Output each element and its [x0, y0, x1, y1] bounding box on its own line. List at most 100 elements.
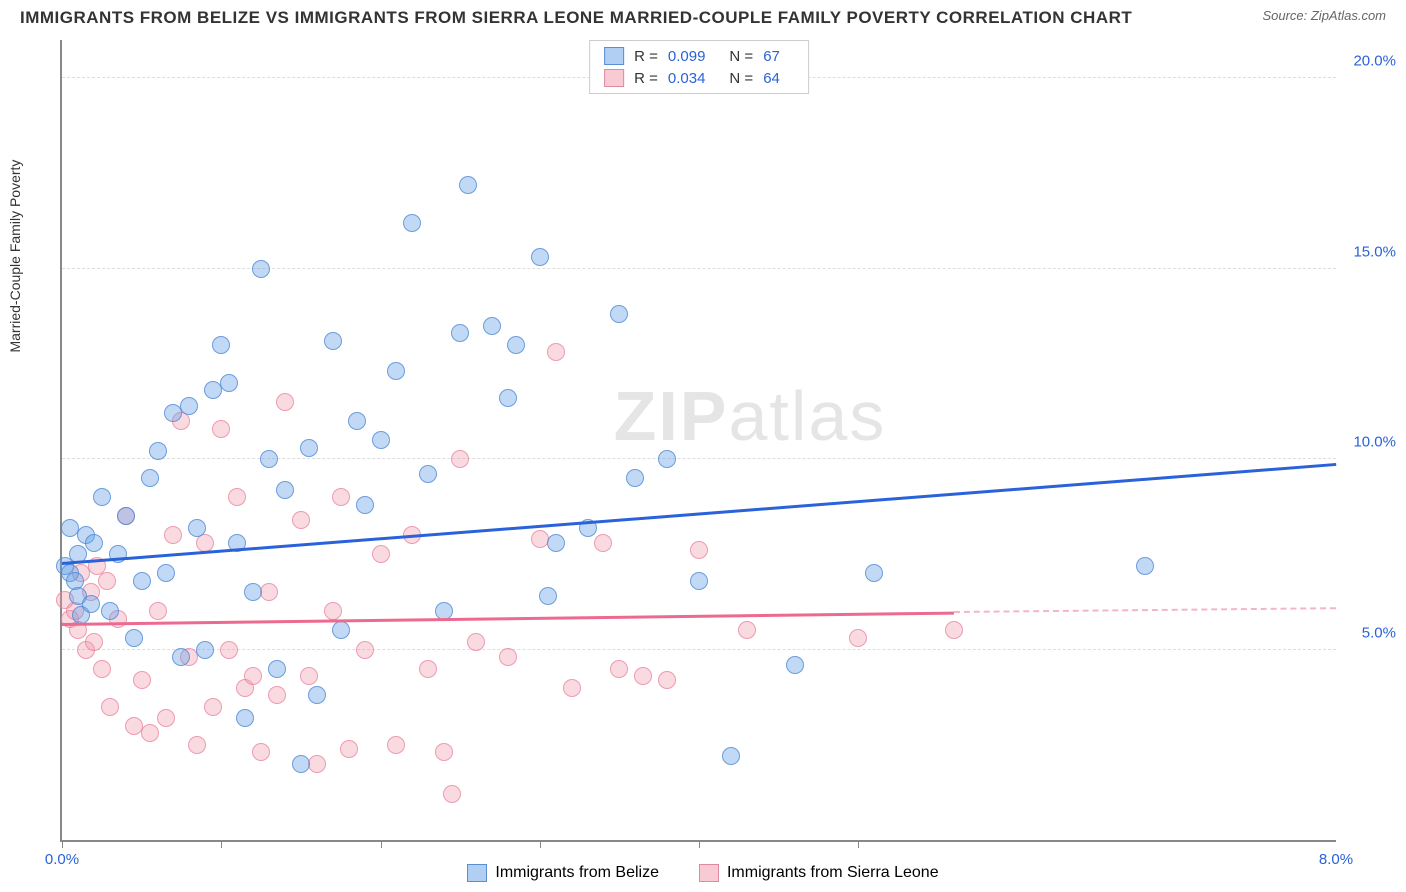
scatter-point	[372, 431, 390, 449]
scatter-point	[451, 450, 469, 468]
scatter-point	[547, 343, 565, 361]
scatter-point	[451, 324, 469, 342]
y-tick-label: 5.0%	[1362, 624, 1396, 641]
scatter-point	[212, 420, 230, 438]
scatter-point	[849, 629, 867, 647]
scatter-point	[419, 660, 437, 678]
plot-region: R = 0.099 N = 67 R = 0.034 N = 64 ZIPatl…	[60, 40, 1336, 842]
scatter-point	[244, 667, 262, 685]
scatter-point	[547, 534, 565, 552]
scatter-point	[149, 442, 167, 460]
scatter-point	[141, 724, 159, 742]
gridline	[62, 458, 1336, 459]
legend-n-value-2: 64	[763, 70, 780, 87]
legend-row-series2: R = 0.034 N = 64	[604, 67, 794, 89]
scatter-point	[164, 526, 182, 544]
scatter-point	[98, 572, 116, 590]
scatter-point	[483, 317, 501, 335]
scatter-point	[332, 621, 350, 639]
scatter-point	[220, 641, 238, 659]
scatter-point	[236, 709, 254, 727]
scatter-point	[244, 583, 262, 601]
scatter-point	[324, 602, 342, 620]
scatter-point	[865, 564, 883, 582]
scatter-point	[133, 572, 151, 590]
trend-line	[954, 608, 1336, 614]
scatter-point	[101, 698, 119, 716]
legend-row-series1: R = 0.099 N = 67	[604, 45, 794, 67]
swatch-blue-icon	[604, 47, 624, 65]
scatter-point	[180, 397, 198, 415]
scatter-point	[419, 465, 437, 483]
scatter-point	[443, 785, 461, 803]
scatter-point	[220, 374, 238, 392]
scatter-point	[268, 660, 286, 678]
scatter-point	[101, 602, 119, 620]
scatter-point	[292, 511, 310, 529]
scatter-point	[594, 534, 612, 552]
scatter-point	[435, 743, 453, 761]
scatter-point	[93, 488, 111, 506]
scatter-point	[188, 519, 206, 537]
legend-correlation: R = 0.099 N = 67 R = 0.034 N = 64	[589, 40, 809, 94]
scatter-point	[531, 248, 549, 266]
scatter-point	[260, 583, 278, 601]
watermark: ZIPatlas	[614, 376, 887, 456]
scatter-point	[945, 621, 963, 639]
swatch-pink-icon	[699, 864, 719, 882]
legend-bottom: Immigrants from Belize Immigrants from S…	[0, 864, 1406, 882]
legend-r-label-1: R =	[634, 48, 658, 65]
scatter-point	[467, 633, 485, 651]
legend-item-sierra-leone: Immigrants from Sierra Leone	[699, 864, 939, 882]
scatter-point	[196, 534, 214, 552]
scatter-point	[149, 602, 167, 620]
scatter-point	[539, 587, 557, 605]
legend-n-value-1: 67	[763, 48, 780, 65]
scatter-point	[125, 629, 143, 647]
scatter-point	[141, 469, 159, 487]
scatter-point	[276, 393, 294, 411]
scatter-point	[172, 648, 190, 666]
chart-title: IMMIGRANTS FROM BELIZE VS IMMIGRANTS FRO…	[20, 8, 1132, 28]
legend-label-sierra-leone: Immigrants from Sierra Leone	[727, 864, 939, 882]
scatter-point	[658, 450, 676, 468]
scatter-point	[212, 336, 230, 354]
scatter-point	[332, 488, 350, 506]
x-tick	[381, 840, 382, 848]
scatter-point	[658, 671, 676, 689]
scatter-point	[117, 507, 135, 525]
legend-n-label-2: N =	[729, 70, 753, 87]
scatter-point	[204, 698, 222, 716]
x-tick	[699, 840, 700, 848]
swatch-pink-icon	[604, 69, 624, 87]
legend-label-belize: Immigrants from Belize	[495, 864, 659, 882]
scatter-point	[157, 709, 175, 727]
x-tick	[858, 840, 859, 848]
y-tick-label: 10.0%	[1353, 434, 1396, 451]
scatter-point	[348, 412, 366, 430]
scatter-point	[133, 671, 151, 689]
scatter-point	[499, 648, 517, 666]
scatter-point	[690, 572, 708, 590]
scatter-point	[387, 736, 405, 754]
scatter-point	[228, 488, 246, 506]
legend-n-label-1: N =	[729, 48, 753, 65]
scatter-point	[1136, 557, 1154, 575]
swatch-blue-icon	[467, 864, 487, 882]
scatter-point	[610, 660, 628, 678]
scatter-point	[634, 667, 652, 685]
x-tick	[62, 840, 63, 848]
scatter-point	[188, 736, 206, 754]
legend-r-value-2: 0.034	[668, 70, 706, 87]
trend-line	[62, 611, 954, 625]
legend-r-value-1: 0.099	[668, 48, 706, 65]
scatter-point	[356, 496, 374, 514]
scatter-point	[324, 332, 342, 350]
scatter-point	[157, 564, 175, 582]
scatter-point	[196, 641, 214, 659]
scatter-point	[690, 541, 708, 559]
scatter-point	[499, 389, 517, 407]
y-tick-label: 15.0%	[1353, 243, 1396, 260]
scatter-point	[252, 260, 270, 278]
scatter-point	[93, 660, 111, 678]
